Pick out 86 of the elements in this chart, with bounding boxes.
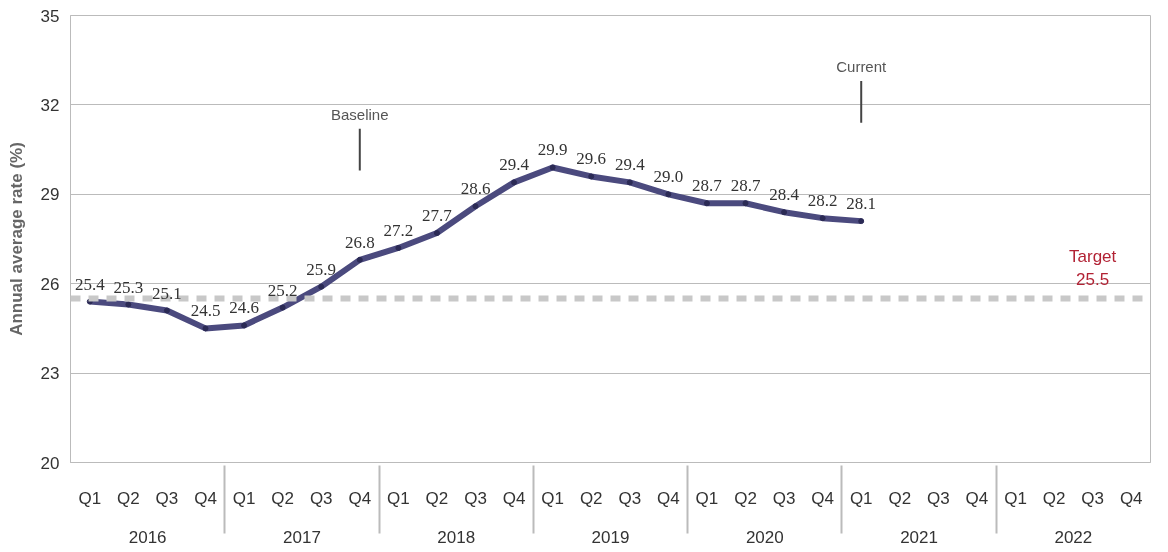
y-tick-label: 20 [40, 453, 60, 473]
x-tick-label: Q3 [155, 488, 179, 508]
x-tick-label: Q4 [348, 488, 372, 508]
x-tick-label: Q2 [425, 488, 449, 508]
data-label: 28.2 [807, 191, 838, 211]
point [202, 325, 209, 332]
data-label: 26.8 [344, 232, 375, 252]
point [819, 215, 826, 222]
data-label: 25.3 [113, 277, 144, 297]
y-axis-title: Annual average rate (%) [6, 142, 26, 336]
text: 2017 [283, 527, 321, 547]
point [703, 200, 710, 207]
data-label: 24.6 [229, 298, 259, 318]
point [511, 179, 518, 186]
data-label: 25.9 [306, 259, 337, 279]
point [472, 203, 479, 210]
point [549, 164, 556, 171]
data-label: 25.1 [152, 283, 182, 303]
text: 2018 [437, 527, 476, 547]
point [626, 179, 633, 186]
y-tick-label: 32 [40, 95, 60, 115]
x-tick-label: Q1 [1004, 488, 1027, 508]
x-tick-label: Q3 [927, 488, 950, 508]
x-tick-label: Q1 [78, 488, 102, 508]
data-label: 28.4 [769, 185, 800, 205]
text: 2021 [900, 527, 938, 547]
data-label: 27.7 [422, 206, 453, 226]
x-tick-label: Q2 [117, 488, 140, 508]
x-tick-label: Q1 [232, 488, 256, 508]
x-tick-label: Q1 [849, 488, 873, 508]
annotation: Baseline [331, 105, 389, 123]
text: 2016 [128, 527, 167, 547]
point [241, 322, 248, 329]
data-label: 29.9 [537, 140, 568, 160]
x-tick-label: Q1 [541, 488, 564, 508]
x-tick-label: Q4 [811, 488, 834, 508]
x-tick-label: Q2 [734, 488, 757, 508]
point [433, 230, 440, 237]
point [742, 200, 749, 207]
x-tick-label: Q4 [194, 488, 217, 508]
point [781, 209, 788, 216]
data-label: 28.6 [460, 179, 491, 199]
point [279, 304, 286, 311]
y-tick-label: 29 [40, 185, 60, 205]
text: 2022 [1054, 527, 1093, 547]
x-tick-label: Q3 [309, 488, 333, 508]
point [395, 244, 402, 251]
data-label: 29.4 [499, 155, 530, 175]
x-tick-label: Q2 [271, 488, 294, 508]
data-label: 28.7 [692, 176, 723, 196]
data-label: 29.6 [576, 149, 607, 169]
point [588, 173, 595, 180]
x-tick-label: Q2 [1042, 488, 1066, 508]
text: 2020 [745, 527, 784, 547]
x-tick-label: Q4 [1119, 488, 1143, 508]
x-tick-label: Q1 [387, 488, 410, 508]
x-tick-label: Q4 [965, 488, 989, 508]
data-label: 27.2 [383, 220, 414, 240]
point [318, 283, 325, 290]
data-label: 24.5 [190, 301, 221, 321]
x-tick-label: Q2 [888, 488, 912, 508]
data-label: 28.7 [730, 176, 761, 196]
data-label: 28.1 [846, 194, 877, 214]
x-tick-label: Q4 [502, 488, 526, 508]
x-tick-label: Q3 [772, 488, 796, 508]
data-label: 29.4 [614, 155, 646, 175]
x-tick-label: Q2 [579, 488, 603, 508]
x-tick-label: Q3 [1081, 488, 1104, 508]
x-tick-label: Q3 [464, 488, 487, 508]
data-label: 29.0 [653, 167, 684, 187]
x-tick-label: Q4 [657, 488, 680, 508]
point [665, 191, 672, 198]
point [163, 307, 170, 314]
x-tick-label: Q1 [695, 488, 719, 508]
y-tick-label: 35 [40, 6, 60, 26]
ref-line-label: Target 25.5 [1069, 246, 1117, 289]
point [125, 301, 132, 308]
data-label: 25.4 [74, 274, 106, 294]
text: 2019 [591, 527, 630, 547]
annotation: Current [836, 58, 888, 76]
point [356, 256, 363, 263]
y-tick-label: 26 [40, 274, 60, 294]
x-tick-label: Q3 [618, 488, 642, 508]
point [858, 218, 865, 225]
data-label: 25.2 [267, 280, 298, 300]
y-tick-label: 23 [40, 364, 60, 384]
